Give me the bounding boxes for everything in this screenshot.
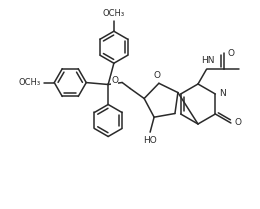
Text: O: O xyxy=(153,71,160,80)
Text: OCH₃: OCH₃ xyxy=(18,78,40,87)
Text: O: O xyxy=(111,76,118,85)
Text: HO: HO xyxy=(143,136,157,145)
Text: HN: HN xyxy=(201,56,214,65)
Text: O: O xyxy=(235,117,242,126)
Text: O: O xyxy=(228,49,235,58)
Text: OCH₃: OCH₃ xyxy=(103,9,125,18)
Text: N: N xyxy=(219,89,226,98)
